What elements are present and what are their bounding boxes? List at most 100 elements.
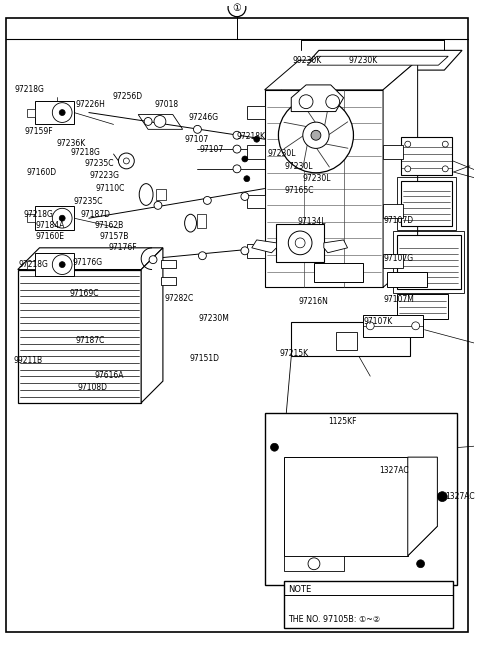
Polygon shape — [141, 248, 163, 403]
Text: 97215K: 97215K — [280, 348, 309, 358]
Circle shape — [228, 0, 246, 16]
Text: 97218G: 97218G — [18, 260, 48, 269]
Text: 99230K: 99230K — [293, 56, 322, 65]
Bar — [276, 224, 324, 261]
Bar — [197, 214, 206, 228]
Text: 97107G: 97107G — [384, 253, 414, 263]
Bar — [336, 331, 358, 350]
Circle shape — [59, 109, 65, 115]
Circle shape — [198, 252, 206, 259]
Circle shape — [278, 98, 353, 173]
Polygon shape — [281, 94, 410, 111]
Bar — [397, 177, 456, 230]
Circle shape — [405, 166, 411, 172]
Text: 97160D: 97160D — [26, 168, 56, 177]
Ellipse shape — [139, 183, 153, 206]
Bar — [247, 244, 264, 257]
Text: 97282C: 97282C — [165, 294, 194, 303]
Circle shape — [303, 122, 329, 149]
Bar — [247, 105, 264, 119]
Polygon shape — [252, 240, 276, 253]
Circle shape — [417, 560, 424, 568]
Polygon shape — [312, 132, 415, 145]
Bar — [27, 214, 35, 222]
Bar — [383, 204, 403, 218]
Circle shape — [271, 443, 278, 451]
Circle shape — [123, 158, 129, 164]
Text: 97107D: 97107D — [384, 216, 414, 225]
Bar — [264, 413, 457, 586]
Bar — [35, 206, 74, 230]
Text: 97107M: 97107M — [384, 295, 415, 304]
Text: THE NO. 97105B: ①~②: THE NO. 97105B: ①~② — [288, 614, 380, 624]
Circle shape — [412, 322, 420, 329]
Text: 97165C: 97165C — [284, 186, 314, 195]
Polygon shape — [301, 50, 462, 70]
Text: 97176G: 97176G — [72, 257, 102, 267]
Circle shape — [233, 131, 241, 140]
Polygon shape — [291, 85, 344, 111]
Bar — [393, 231, 464, 293]
Circle shape — [288, 231, 312, 255]
Circle shape — [299, 95, 313, 109]
Bar — [397, 235, 461, 290]
Bar — [314, 263, 363, 282]
Circle shape — [52, 103, 72, 122]
Text: 97230L: 97230L — [268, 149, 296, 158]
Text: 97157B: 97157B — [99, 232, 129, 240]
Text: 97107: 97107 — [199, 145, 223, 154]
Bar — [18, 270, 141, 403]
Text: 97184A: 97184A — [36, 221, 65, 231]
Bar — [161, 278, 176, 286]
Text: 97256D: 97256D — [113, 92, 143, 101]
Text: 97218G: 97218G — [14, 86, 44, 94]
Text: 97187C: 97187C — [76, 336, 105, 345]
Circle shape — [366, 322, 374, 329]
Text: 97230M: 97230M — [198, 314, 229, 323]
Text: 97110C: 97110C — [96, 184, 125, 193]
Text: 97160E: 97160E — [36, 232, 64, 240]
Circle shape — [242, 156, 248, 162]
Bar — [35, 253, 74, 276]
Bar — [27, 109, 35, 117]
Bar — [156, 189, 166, 200]
Text: 97018: 97018 — [154, 100, 178, 109]
Text: 97230K: 97230K — [348, 56, 378, 65]
Polygon shape — [284, 556, 344, 571]
Polygon shape — [284, 526, 437, 556]
Text: 97218G: 97218G — [70, 148, 100, 157]
Bar — [401, 181, 452, 226]
Polygon shape — [307, 56, 448, 65]
Bar — [284, 582, 453, 628]
Bar — [161, 259, 176, 267]
Bar — [247, 195, 264, 208]
Circle shape — [241, 247, 249, 255]
Text: 97134L: 97134L — [298, 217, 326, 227]
Bar — [247, 145, 264, 159]
Polygon shape — [408, 457, 437, 556]
Polygon shape — [264, 60, 418, 90]
Bar — [383, 253, 403, 267]
Circle shape — [405, 141, 411, 147]
Text: NOTE: NOTE — [288, 585, 312, 594]
Text: 97235C: 97235C — [73, 197, 103, 206]
Bar — [363, 315, 422, 337]
Bar — [397, 294, 448, 319]
Text: 97226H: 97226H — [76, 100, 106, 109]
Text: 97223G: 97223G — [89, 171, 119, 180]
Polygon shape — [296, 115, 413, 129]
Circle shape — [437, 492, 447, 502]
Polygon shape — [291, 322, 410, 356]
Text: 97616A: 97616A — [95, 371, 124, 381]
Circle shape — [144, 117, 152, 125]
Text: 97108D: 97108D — [77, 383, 107, 392]
Bar — [27, 261, 35, 269]
Polygon shape — [383, 60, 418, 288]
Text: 97235C: 97235C — [84, 159, 114, 168]
Text: 1327AC: 1327AC — [379, 466, 409, 475]
Circle shape — [295, 238, 305, 248]
Text: 97216N: 97216N — [299, 297, 328, 306]
Circle shape — [154, 115, 166, 127]
Circle shape — [233, 165, 241, 173]
Text: 97187D: 97187D — [81, 210, 110, 219]
